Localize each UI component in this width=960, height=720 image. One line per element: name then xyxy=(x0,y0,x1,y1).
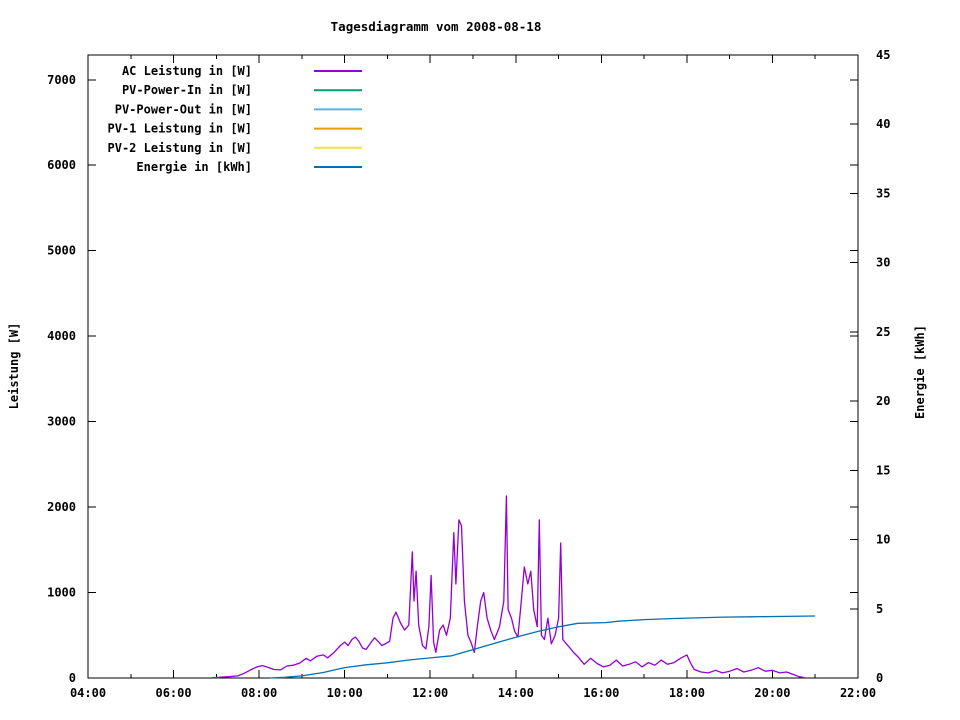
x-tick-label: 14:00 xyxy=(498,686,534,700)
plot-generated-content: 04:00 06:00 08:00 10:00 12:00 14:00 16:00 18:00… xyxy=(47,48,890,700)
x-tick-label: 10:00 xyxy=(327,686,363,700)
y-right-tick-label: 40 xyxy=(876,117,890,131)
y-right-tick-label: 0 xyxy=(876,671,883,685)
legend-label-pv-power-in: PV-Power-In in [W] xyxy=(122,83,252,97)
legend-label-pv-power-out: PV-Power-Out in [W] xyxy=(115,102,252,116)
y-left-tick-label: 1000 xyxy=(47,586,76,600)
x-tick-label: 12:00 xyxy=(412,686,448,700)
x-tick-label: 18:00 xyxy=(669,686,705,700)
y-right-tick-label: 30 xyxy=(876,256,890,270)
y-right-tick-label: 20 xyxy=(876,394,890,408)
legend-label-ac-leistung: AC Leistung in [W] xyxy=(122,64,252,78)
y-left-tick-label: 0 xyxy=(69,671,76,685)
x-tick-label: 16:00 xyxy=(583,686,619,700)
legend-label-pv-2-leistung: PV-2 Leistung in [W] xyxy=(108,141,253,155)
y-right-tick-label: 45 xyxy=(876,48,890,62)
y-left-tick-label: 4000 xyxy=(47,329,76,343)
x-tick-label: 06:00 xyxy=(155,686,191,700)
y-left-tick-label: 7000 xyxy=(47,73,76,87)
y-right-tick-label: 5 xyxy=(876,602,883,616)
y-right-axis-label: Energie [kWh] xyxy=(913,325,927,419)
legend-label-pv-1-leistung: PV-1 Leistung in [W] xyxy=(108,122,253,136)
chart-title: Tagesdiagramm vom 2008-08-18 xyxy=(331,19,542,34)
y-right-tick-label: 35 xyxy=(876,186,890,200)
series-line-ac-leistung xyxy=(212,495,805,679)
y-left-tick-label: 3000 xyxy=(47,415,76,429)
legend-label-energie: Energie in [kWh] xyxy=(136,160,252,174)
y-right-tick-label: 15 xyxy=(876,463,890,477)
x-tick-label: 22:00 xyxy=(840,686,876,700)
series-line-energie xyxy=(269,615,816,679)
y-left-axis-label: Leistung [W] xyxy=(7,323,21,410)
x-tick-label: 20:00 xyxy=(754,686,790,700)
x-tick-label: 04:00 xyxy=(70,686,106,700)
y-left-tick-label: 6000 xyxy=(47,158,76,172)
x-tick-label: 08:00 xyxy=(241,686,277,700)
y-left-tick-label: 2000 xyxy=(47,500,76,514)
y-right-tick-label: 25 xyxy=(876,325,890,339)
y-right-tick-label: 10 xyxy=(876,533,890,547)
y-left-tick-label: 5000 xyxy=(47,244,76,258)
